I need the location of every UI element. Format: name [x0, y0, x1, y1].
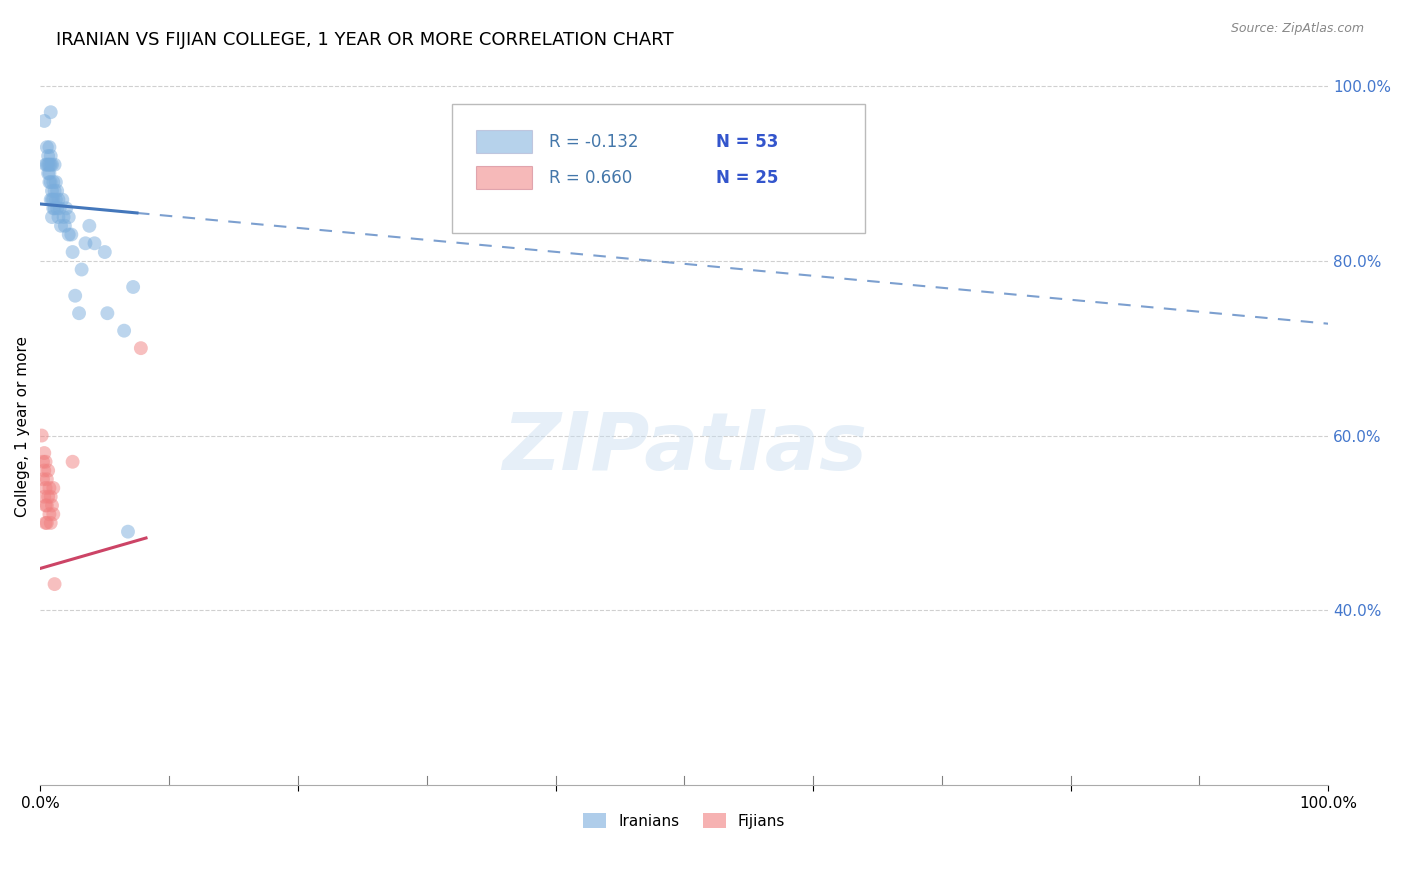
Point [83, 236, 105, 251]
Point [37, 490, 59, 504]
Y-axis label: College, 1 year or more: College, 1 year or more [15, 336, 30, 517]
Point [96, 306, 118, 320]
Point [79, 219, 101, 233]
Point [94, 245, 117, 260]
Point [51, 193, 73, 207]
Point [39, 193, 62, 207]
Point [48, 193, 70, 207]
Point [63, 289, 86, 303]
Point [34, 499, 56, 513]
Point [122, 280, 145, 294]
FancyBboxPatch shape [475, 130, 533, 153]
Point [39, 149, 62, 163]
Point [53, 219, 76, 233]
Point [46, 202, 69, 216]
Text: R = 0.660: R = 0.660 [550, 169, 633, 187]
Point [58, 210, 80, 224]
Legend: Iranians, Fijians: Iranians, Fijians [578, 806, 792, 835]
Point [35, 158, 58, 172]
Point [117, 524, 139, 539]
Point [31, 428, 53, 442]
Point [35, 140, 58, 154]
Point [44, 577, 66, 591]
Point [45, 193, 67, 207]
Point [37, 149, 59, 163]
Point [70, 262, 93, 277]
Point [34, 516, 56, 530]
Text: N = 25: N = 25 [717, 169, 779, 187]
Point [75, 236, 97, 251]
Point [41, 499, 63, 513]
Point [42, 175, 65, 189]
Point [55, 202, 77, 216]
Point [112, 324, 135, 338]
Point [37, 166, 59, 180]
Point [41, 210, 63, 224]
Point [38, 166, 60, 180]
Point [129, 341, 152, 355]
Point [32, 455, 55, 469]
Point [32, 446, 55, 460]
Point [62, 455, 84, 469]
Point [67, 306, 90, 320]
Point [35, 516, 58, 530]
FancyBboxPatch shape [453, 104, 865, 234]
Point [38, 481, 60, 495]
Point [46, 184, 69, 198]
Point [34, 158, 56, 172]
Point [44, 202, 66, 216]
Point [42, 481, 65, 495]
Point [35, 499, 58, 513]
Point [42, 202, 65, 216]
Point [44, 158, 66, 172]
Point [44, 184, 66, 198]
Point [62, 245, 84, 260]
Point [60, 227, 83, 242]
Point [41, 158, 63, 172]
Text: ZIPatlas: ZIPatlas [502, 409, 866, 487]
Point [38, 175, 60, 189]
Point [39, 175, 62, 189]
Point [45, 175, 67, 189]
Point [38, 507, 60, 521]
Text: N = 53: N = 53 [717, 133, 779, 152]
Point [35, 472, 58, 486]
Point [32, 490, 55, 504]
Point [32, 463, 55, 477]
Point [58, 227, 80, 242]
Point [39, 490, 62, 504]
Point [49, 219, 72, 233]
Point [48, 210, 70, 224]
Point [39, 105, 62, 120]
Point [34, 481, 56, 495]
Point [42, 507, 65, 521]
Point [41, 184, 63, 198]
Point [42, 193, 65, 207]
Point [38, 140, 60, 154]
Point [32, 114, 55, 128]
Point [37, 158, 59, 172]
Point [38, 158, 60, 172]
Text: R = -0.132: R = -0.132 [550, 133, 638, 152]
Point [52, 210, 75, 224]
Point [34, 455, 56, 469]
Point [39, 158, 62, 172]
Point [41, 193, 63, 207]
Point [37, 463, 59, 477]
Text: IRANIAN VS FIJIAN COLLEGE, 1 YEAR OR MORE CORRELATION CHART: IRANIAN VS FIJIAN COLLEGE, 1 YEAR OR MOR… [56, 31, 673, 49]
Point [48, 202, 70, 216]
Point [32, 472, 55, 486]
Text: Source: ZipAtlas.com: Source: ZipAtlas.com [1230, 22, 1364, 36]
FancyBboxPatch shape [475, 166, 533, 189]
Point [39, 516, 62, 530]
